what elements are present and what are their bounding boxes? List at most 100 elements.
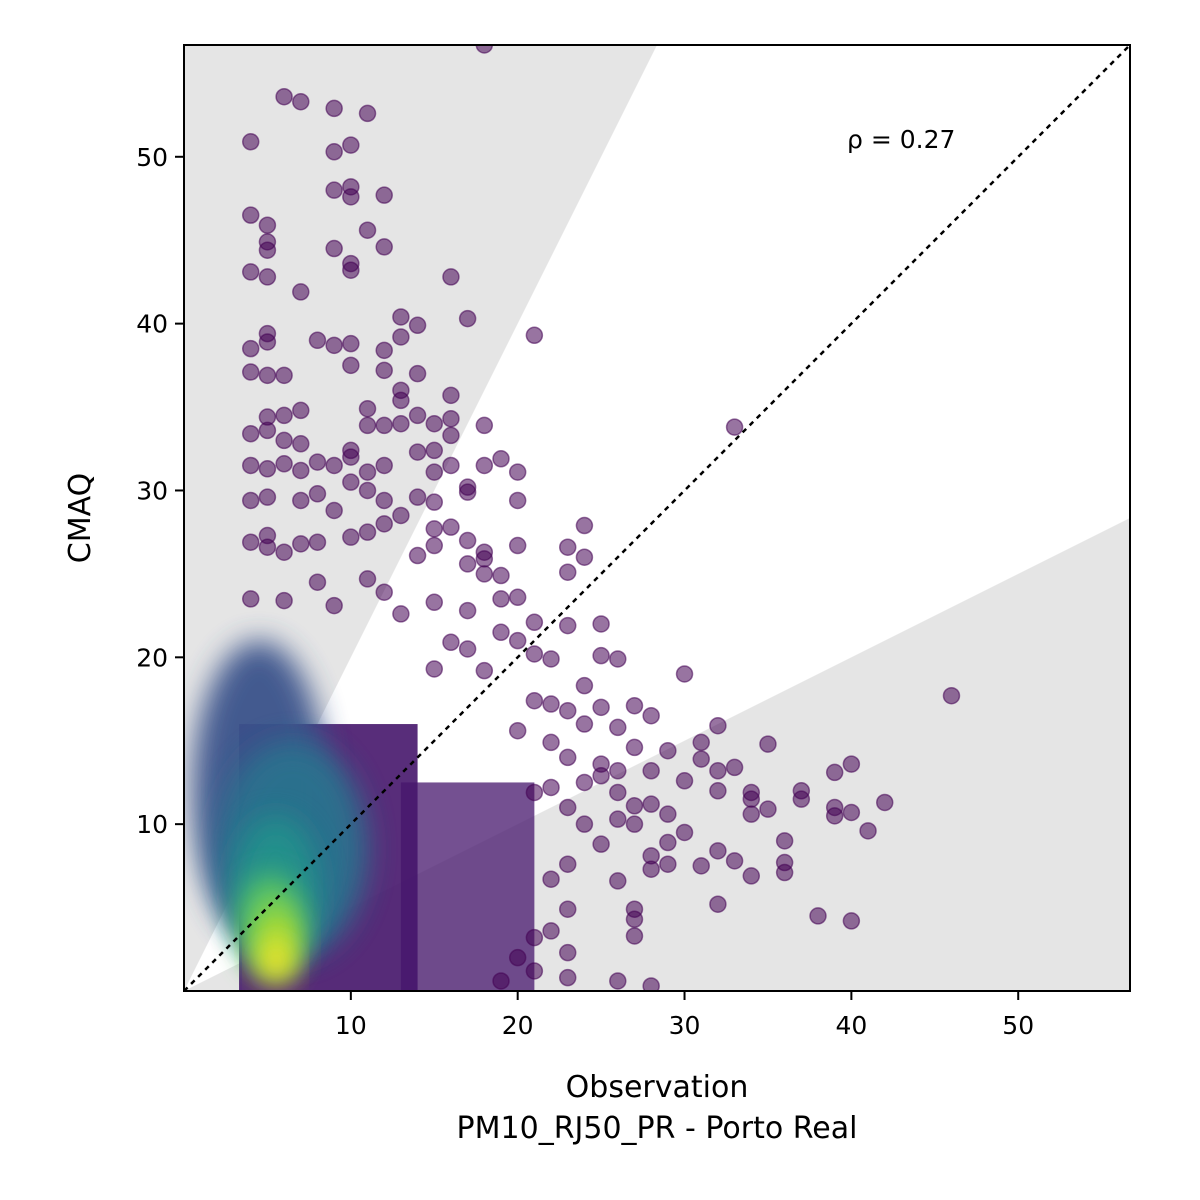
data-point — [292, 435, 310, 453]
data-point — [375, 515, 393, 533]
data-point — [725, 758, 744, 777]
data-point — [458, 601, 477, 620]
data-point — [442, 456, 460, 475]
data-point — [392, 328, 410, 346]
data-point — [642, 795, 660, 813]
data-point — [592, 835, 610, 853]
data-point — [659, 855, 677, 873]
data-point — [458, 555, 477, 573]
data-point — [392, 506, 410, 525]
data-point — [542, 650, 560, 668]
y-axis-ticks: 10 20 30 40 50 — [136, 143, 184, 839]
data-point — [542, 778, 560, 797]
data-point — [792, 790, 811, 808]
data-point — [442, 409, 460, 428]
data-point — [442, 426, 460, 445]
data-point — [275, 543, 293, 561]
data-point — [325, 596, 343, 615]
data-point — [258, 538, 277, 556]
data-point — [408, 406, 427, 425]
data-point — [575, 773, 594, 792]
data-point — [709, 762, 727, 780]
data-point — [775, 863, 794, 882]
data-point — [558, 748, 577, 767]
data-point — [292, 535, 310, 553]
data-point — [609, 650, 627, 668]
data-point — [342, 136, 360, 154]
data-point — [558, 855, 577, 873]
data-point — [408, 488, 427, 506]
data-point — [375, 456, 393, 475]
data-point — [942, 686, 961, 705]
data-point — [442, 386, 460, 405]
data-point — [408, 443, 427, 461]
data-point — [659, 833, 677, 852]
data-point — [392, 605, 410, 623]
data-point — [525, 783, 544, 802]
data-point — [308, 453, 327, 471]
data-point — [358, 481, 377, 500]
data-point — [709, 716, 727, 735]
data-point — [258, 366, 277, 385]
data-point — [592, 615, 610, 633]
data-point — [558, 701, 577, 720]
data-point — [275, 591, 293, 610]
data-point — [809, 907, 827, 925]
data-point — [675, 772, 694, 790]
y-tick-label: 20 — [136, 643, 168, 672]
data-point — [425, 536, 444, 555]
data-point — [325, 99, 343, 118]
data-point — [258, 421, 277, 440]
data-point — [625, 738, 644, 757]
data-point — [258, 216, 277, 234]
data-point — [558, 968, 577, 987]
data-point — [592, 698, 610, 717]
data-point — [308, 485, 327, 503]
data-point — [492, 566, 510, 585]
data-point — [609, 810, 627, 828]
y-tick-label: 40 — [136, 310, 168, 339]
data-point — [709, 782, 727, 800]
data-point — [492, 450, 510, 468]
data-point — [392, 391, 410, 410]
data-point — [375, 583, 393, 601]
data-point — [258, 241, 277, 259]
data-point — [375, 491, 393, 510]
data-point — [592, 767, 610, 785]
data-point — [292, 461, 310, 480]
data-point — [525, 326, 544, 345]
data-point — [425, 463, 444, 481]
data-point — [425, 520, 444, 538]
rho-annotation: ρ = 0.27 — [847, 125, 955, 154]
density-blob — [259, 939, 293, 983]
data-point — [375, 361, 393, 380]
data-point — [358, 104, 377, 123]
data-point — [475, 565, 494, 583]
data-point — [392, 308, 410, 326]
data-point — [525, 962, 544, 980]
data-point — [358, 399, 377, 418]
data-point — [358, 523, 377, 541]
one-to-one-line — [183, 44, 1131, 992]
data-point — [342, 261, 360, 279]
x-tick-label: 10 — [335, 1011, 367, 1040]
data-point — [725, 418, 744, 436]
data-point — [258, 488, 277, 506]
data-point — [609, 783, 627, 802]
data-point — [642, 762, 660, 780]
data-point — [325, 456, 343, 475]
data-point — [842, 803, 861, 822]
data-point — [625, 927, 644, 945]
data-point — [241, 456, 260, 475]
data-point — [709, 895, 727, 913]
x-axis-sublabel: PM10_RJ50_PR - Porto Real — [457, 1111, 858, 1146]
data-point — [475, 550, 494, 568]
data-point — [292, 491, 310, 510]
data-point — [609, 872, 627, 890]
data-point — [492, 623, 510, 642]
data-point — [625, 696, 644, 715]
data-point — [408, 364, 427, 383]
data-point — [442, 633, 460, 652]
data-point — [575, 715, 594, 733]
